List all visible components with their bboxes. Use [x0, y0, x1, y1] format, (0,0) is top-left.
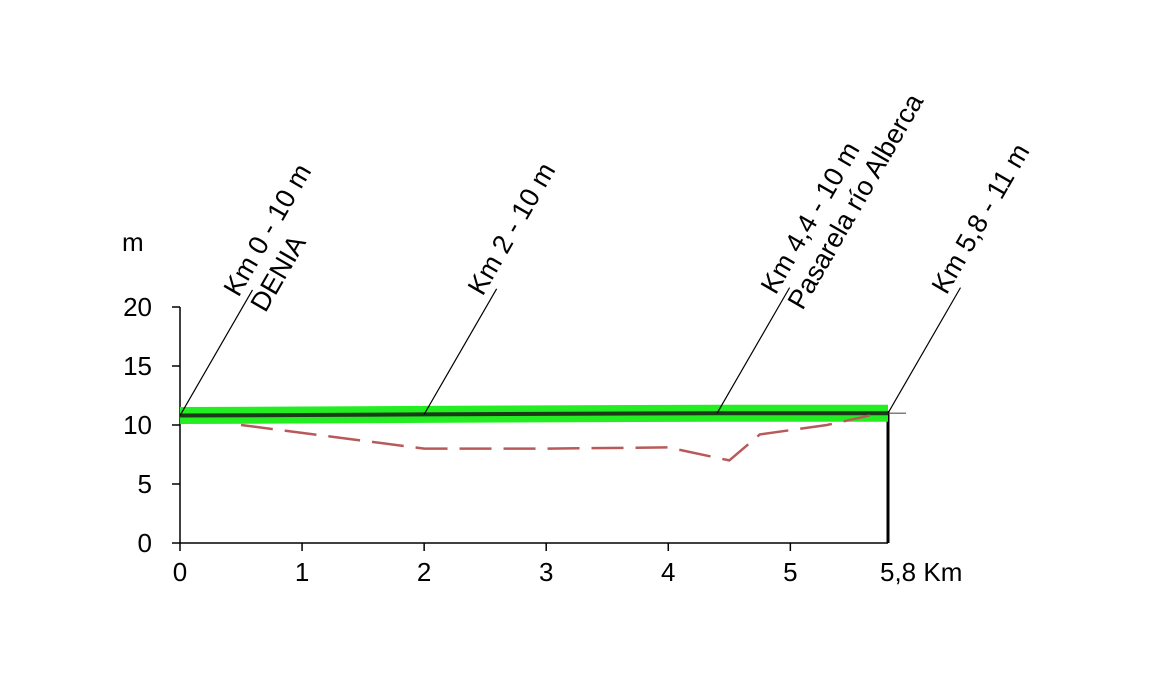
waypoint-label: Km 5,8 - 11 m [926, 139, 1036, 299]
x-tick-label: 0 [173, 557, 187, 587]
waypoint-label: Km 2 - 10 m [462, 157, 562, 299]
waypoint-label: Km 0 - 10 mDENIA [218, 159, 344, 317]
waypoint-leader-line [179, 289, 254, 416]
x-axis-unit-label: 5,8 Km [880, 557, 962, 587]
waypoint-leader-line [423, 288, 498, 415]
x-tick-label: 5 [783, 557, 797, 587]
waypoint-layer: Km 0 - 10 mDENIA Km 2 - 10 m Km 4,4 - 10 m… [179, 72, 1036, 416]
waypoint-label-line: Km 5,8 - 11 m [926, 139, 1036, 299]
y-tick-label: 10 [123, 410, 152, 440]
x-tick-label: 1 [295, 557, 309, 587]
y-tick-label: 20 [123, 292, 152, 322]
waypoint-label: Km 4,4 - 10 mPasarela río Alberca [755, 72, 930, 314]
waypoint-leader-line [887, 287, 962, 414]
waypoint-leader-line [716, 287, 791, 414]
axes [179, 307, 890, 544]
ticks: 0 5 10 15 20 0 1 2 3 4 5 [123, 292, 798, 587]
y-tick-label: 15 [123, 351, 152, 381]
y-tick-label: 0 [138, 528, 152, 558]
x-tick-label: 3 [539, 557, 553, 587]
dashed-profile-line [240, 414, 870, 462]
waypoint-label-line: Km 2 - 10 m [462, 157, 562, 299]
y-tick-label: 5 [138, 469, 152, 499]
series-layer [179, 404, 906, 462]
y-axis-label: m [122, 227, 144, 257]
x-tick-label: 2 [417, 557, 431, 587]
x-tick-label: 4 [661, 557, 675, 587]
route-core-line [179, 411, 888, 418]
